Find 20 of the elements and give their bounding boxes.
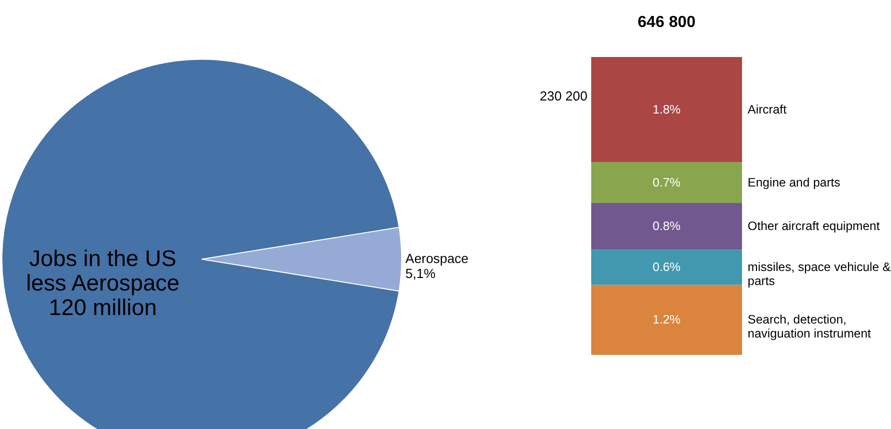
bar	[591, 56, 742, 162]
data-label: 0.7%	[652, 175, 681, 190]
series-label: Search, detection, naviguation instrument	[748, 312, 872, 341]
bar	[591, 250, 742, 285]
data-label: 1.8%	[652, 102, 681, 116]
data-label: 0.8%	[652, 219, 681, 234]
series-label: Engine and parts	[748, 175, 840, 190]
data-label: 0.6%	[652, 260, 681, 274]
bar	[591, 202, 742, 250]
series-label: Other aircraft equipment	[748, 219, 880, 234]
series-label: Aircraft	[748, 102, 788, 116]
bar	[591, 284, 742, 355]
slice-label: Jobs in the US less Aerospace 120 million	[26, 246, 180, 320]
bar	[591, 162, 742, 203]
series-label: missiles, space vehicule & parts	[748, 260, 891, 288]
text: 230 200	[540, 88, 588, 104]
data-label: 1.2%	[652, 312, 681, 327]
data-label: 5,1%	[405, 266, 436, 282]
chart-title: 646 800	[638, 12, 696, 31]
slice-label: Aerospace	[405, 250, 468, 266]
